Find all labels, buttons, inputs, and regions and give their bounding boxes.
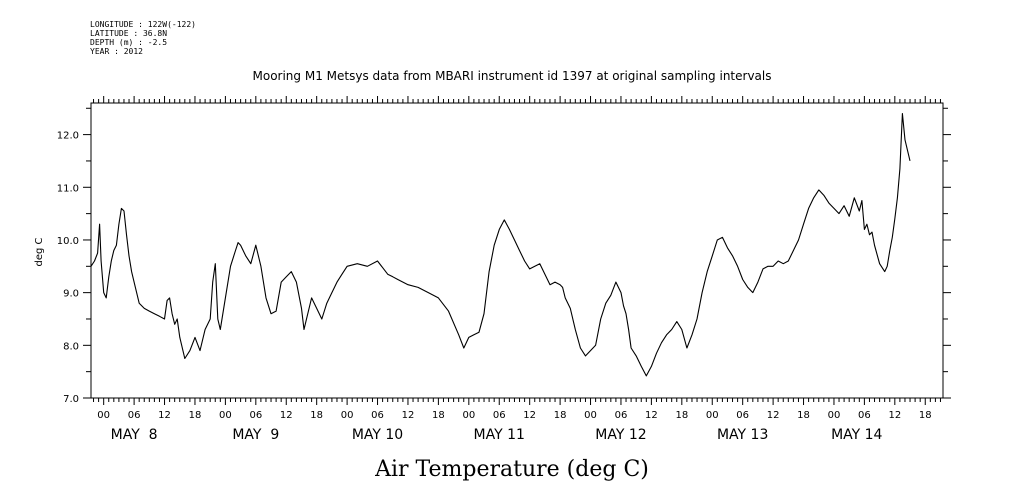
x-tick-label: 00 [219,410,232,421]
x-tick-labels: 00 06 12 18 00 06 12 18 00 06 12 18 00 06 12 18 00 06 12 18… [97,410,931,421]
axis-ticks [83,96,951,405]
depth-text: DEPTH (m) : -2.5 [90,38,168,47]
x-tick-label: 18 [189,410,202,421]
x-tick-label: 00 [584,410,597,421]
y-tick-labels: 7.0 8.0 9.0 10.0 11.0 12.0 [57,131,79,405]
x-tick-label: 06 [736,410,749,421]
day-label: MAY 13 [717,427,768,443]
day-label: MAY 12 [595,427,646,443]
x-tick-label: 18 [554,410,567,421]
x-tick-label: 18 [797,410,810,421]
y-axis-label: deg C [34,237,45,266]
series-line [90,112,911,377]
x-tick-label: 06 [858,410,871,421]
x-tick-label: 00 [97,410,110,421]
x-tick-label: 06 [615,410,628,421]
latitude-text: LATITUDE : 36.8N [90,29,168,38]
plot-border [90,102,944,399]
x-tick-label: 12 [645,410,658,421]
x-tick-label: 12 [402,410,415,421]
x-tick-label: 18 [919,410,932,421]
x-axis-label: Air Temperature (deg C) [374,457,649,482]
x-tick-label: 12 [523,410,536,421]
y-tick-label: 8.0 [63,341,79,352]
longitude-text: LONGITUDE : 122W(-122) [90,20,196,29]
x-tick-label: 12 [767,410,780,421]
y-tick-label: 9.0 [63,289,79,300]
day-label: MAY 14 [831,427,882,443]
series-group [90,112,911,377]
y-tick-label: 7.0 [63,394,79,405]
x-tick-label: 18 [432,410,445,421]
day-label: MAY 11 [474,427,525,443]
x-tick-label: 18 [675,410,688,421]
x-tick-label: 06 [371,410,384,421]
x-tick-label: 12 [280,410,293,421]
x-tick-label: 06 [128,410,141,421]
year-text: YEAR : 2012 [90,47,143,56]
x-tick-label: 06 [249,410,262,421]
x-tick-label: 12 [158,410,171,421]
y-tick-label: 11.0 [57,183,79,194]
day-labels: MAY 8 MAY 9 MAY 10 MAY 11 MAY 12 MAY 13 MAY 14 [111,427,883,443]
day-label: MAY 9 [232,427,279,443]
x-tick-label: 18 [310,410,323,421]
x-tick-label: 00 [706,410,719,421]
day-label: MAY 10 [352,427,403,443]
y-tick-label: 12.0 [57,131,79,142]
y-tick-label: 10.0 [57,236,79,247]
x-tick-label: 00 [341,410,354,421]
x-tick-label: 12 [888,410,901,421]
metadata-block: LONGITUDE : 122W(-122) LATITUDE : 36.8N … [90,20,196,56]
x-tick-label: 00 [828,410,841,421]
plot-frame [90,102,944,399]
day-label: MAY 8 [111,427,158,443]
chart-title: Mooring M1 Metsys data from MBARI instru… [253,69,772,83]
x-tick-label: 06 [493,410,506,421]
x-tick-label: 00 [462,410,475,421]
